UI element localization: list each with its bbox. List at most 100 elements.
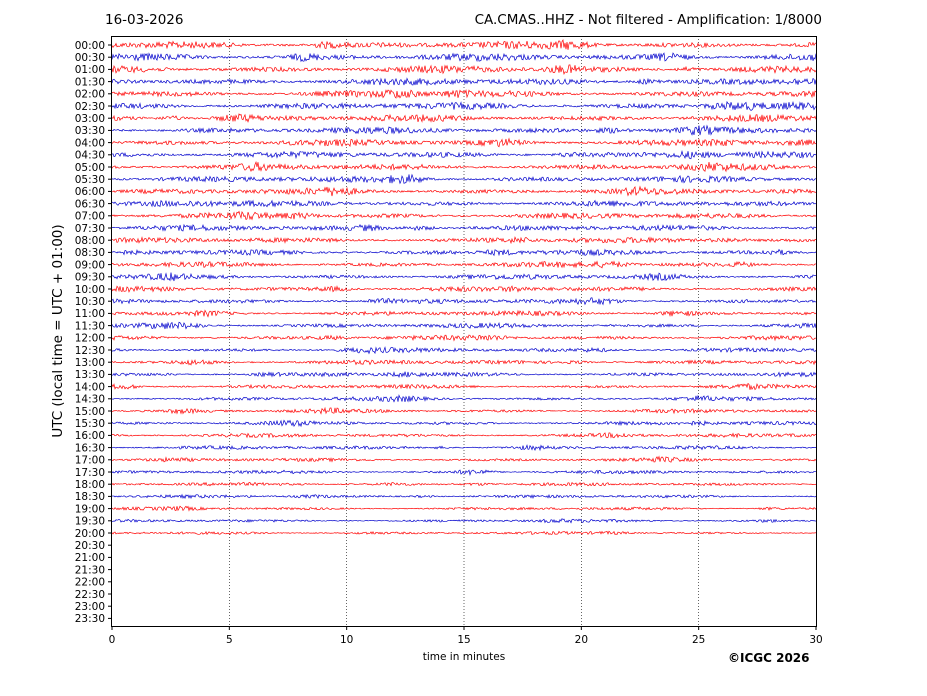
trace-15:30 bbox=[111, 419, 817, 428]
trace-00:30 bbox=[111, 52, 817, 63]
y-tick-label: 09:30 bbox=[75, 272, 105, 284]
y-tick-label: 22:30 bbox=[75, 589, 105, 601]
date-label: 16-03-2026 bbox=[105, 12, 184, 28]
y-tick-label: 05:30 bbox=[75, 174, 105, 186]
trace-09:00 bbox=[111, 260, 817, 269]
y-tick-label: 00:00 bbox=[75, 40, 105, 52]
trace-12:00 bbox=[111, 334, 817, 342]
y-tick-label: 12:00 bbox=[75, 333, 105, 345]
trace-04:00 bbox=[111, 137, 817, 148]
y-tick-label: 01:00 bbox=[75, 64, 105, 76]
y-tick-label: 04:30 bbox=[75, 150, 105, 162]
x-tick-label: 25 bbox=[692, 634, 705, 646]
y-tick-label: 07:30 bbox=[75, 223, 105, 235]
trace-06:30 bbox=[111, 199, 817, 208]
y-tick-label: 14:30 bbox=[75, 394, 105, 406]
x-tick-label: 0 bbox=[109, 634, 116, 646]
trace-12:30 bbox=[111, 346, 817, 355]
trace-16:30 bbox=[111, 444, 817, 452]
trace-18:00 bbox=[111, 481, 817, 487]
x-tick-label: 15 bbox=[457, 634, 470, 646]
trace-14:30 bbox=[111, 394, 817, 403]
trace-08:30 bbox=[111, 248, 817, 257]
y-tick-label: 16:00 bbox=[75, 430, 105, 442]
y-tick-label: 21:30 bbox=[75, 564, 105, 576]
y-tick-label: 23:30 bbox=[75, 613, 105, 625]
trace-13:00 bbox=[111, 359, 817, 366]
trace-08:00 bbox=[111, 236, 817, 245]
y-tick-label: 07:00 bbox=[75, 211, 105, 223]
copyright-label: ©ICGC 2026 bbox=[728, 651, 810, 665]
trace-10:30 bbox=[111, 297, 817, 306]
trace-02:00 bbox=[111, 89, 817, 99]
trace-20:00 bbox=[111, 530, 817, 536]
x-axis-ticks: 0 5 10 15 20 25 30 bbox=[109, 626, 823, 646]
trace-01:00 bbox=[111, 64, 817, 76]
trace-01:30 bbox=[111, 77, 817, 87]
trace-13:30 bbox=[111, 371, 817, 378]
trace-06:00 bbox=[111, 185, 817, 197]
trace-14:00 bbox=[111, 382, 817, 391]
trace-17:00 bbox=[111, 455, 817, 463]
y-tick-label: 20:00 bbox=[75, 528, 105, 540]
y-tick-label: 18:00 bbox=[75, 479, 105, 491]
y-tick-label: 20:30 bbox=[75, 540, 105, 552]
trace-03:30 bbox=[112, 124, 817, 136]
y-tick-label: 15:30 bbox=[75, 418, 105, 430]
y-tick-label: 08:30 bbox=[75, 247, 105, 259]
trace-11:00 bbox=[111, 309, 817, 318]
chart-title: CA.CMAS..HHZ - Not filtered - Amplificat… bbox=[474, 12, 822, 28]
y-tick-label: 13:30 bbox=[75, 369, 105, 381]
y-tick-label: 15:00 bbox=[75, 406, 105, 418]
y-tick-label: 12:30 bbox=[75, 345, 105, 357]
y-tick-label: 06:30 bbox=[75, 198, 105, 210]
trace-11:30 bbox=[111, 321, 817, 330]
trace-09:30 bbox=[111, 272, 817, 282]
y-tick-label: 04:00 bbox=[75, 137, 105, 149]
seismic-traces bbox=[111, 38, 817, 536]
y-tick-label: 19:00 bbox=[75, 503, 105, 515]
x-tick-label: 20 bbox=[575, 634, 588, 646]
trace-05:00 bbox=[111, 161, 817, 173]
y-axis-label: UTC (local time = UTC + 01:00) bbox=[50, 224, 66, 437]
trace-02:30 bbox=[111, 100, 817, 111]
y-tick-label: 18:30 bbox=[75, 491, 105, 503]
y-tick-label: 02:30 bbox=[75, 101, 105, 113]
y-tick-label: 02:00 bbox=[75, 89, 105, 101]
y-tick-label: 00:30 bbox=[75, 52, 105, 64]
y-tick-label: 23:00 bbox=[75, 601, 105, 613]
x-axis-label: time in minutes bbox=[423, 651, 505, 663]
trace-15:00 bbox=[111, 406, 817, 415]
y-tick-label: 11:00 bbox=[75, 308, 105, 320]
y-tick-label: 03:00 bbox=[75, 113, 105, 125]
trace-19:00 bbox=[111, 505, 817, 512]
trace-16:00 bbox=[111, 432, 816, 439]
y-tick-label: 11:30 bbox=[75, 320, 105, 332]
y-tick-label: 03:30 bbox=[75, 125, 105, 137]
y-tick-label: 13:00 bbox=[75, 357, 105, 369]
vertical-grid-lines bbox=[229, 36, 699, 626]
trace-05:30 bbox=[111, 173, 817, 185]
trace-10:00 bbox=[111, 285, 817, 293]
y-tick-label: 01:30 bbox=[75, 76, 105, 88]
trace-19:30 bbox=[111, 518, 817, 524]
trace-00:00 bbox=[111, 38, 817, 50]
y-tick-label: 10:00 bbox=[75, 284, 105, 296]
y-axis-ticks: 00:0000:3001:0001:3002:0002:3003:0003:30… bbox=[75, 40, 112, 625]
trace-03:00 bbox=[111, 113, 817, 123]
y-tick-label: 05:00 bbox=[75, 162, 105, 174]
y-tick-label: 06:00 bbox=[75, 186, 105, 198]
y-tick-label: 14:00 bbox=[75, 381, 105, 393]
y-tick-label: 10:30 bbox=[75, 296, 105, 308]
y-tick-label: 22:00 bbox=[75, 577, 105, 589]
x-tick-label: 30 bbox=[809, 634, 822, 646]
trace-07:30 bbox=[111, 223, 817, 232]
y-tick-label: 09:00 bbox=[75, 259, 105, 271]
y-tick-label: 08:00 bbox=[75, 235, 105, 247]
y-tick-label: 19:30 bbox=[75, 516, 105, 528]
trace-04:30 bbox=[111, 150, 817, 160]
trace-18:30 bbox=[111, 493, 817, 500]
trace-07:00 bbox=[111, 210, 817, 221]
y-tick-label: 17:30 bbox=[75, 467, 105, 479]
